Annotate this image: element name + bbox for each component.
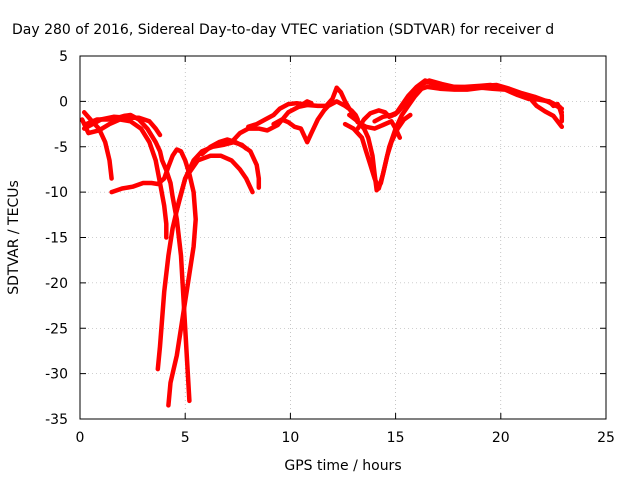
x-tick-label: 20 — [492, 430, 510, 446]
y-tick-label: -15 — [45, 231, 68, 247]
series-arc-3 — [84, 112, 192, 404]
x-tick-label: 5 — [181, 430, 190, 446]
y-tick-label: -25 — [45, 321, 68, 337]
y-tick-label: -35 — [45, 412, 68, 428]
y-tick-label: -30 — [45, 367, 68, 383]
x-tick-label: 25 — [597, 430, 615, 446]
y-tick-label: -5 — [54, 140, 68, 156]
y-tick-label: 0 — [59, 94, 68, 110]
series-arc-5 — [109, 147, 198, 408]
series-arc-6 — [155, 139, 249, 372]
x-tick-label: 0 — [76, 430, 85, 446]
series-arc-10 — [246, 99, 314, 130]
x-axis-title: GPS time / hours — [284, 458, 401, 474]
axis-ticks — [79, 55, 607, 420]
series-arc-14 — [347, 87, 424, 193]
y-axis-title: SDTVAR / TECUs — [6, 180, 22, 295]
x-tick-label: 10 — [281, 430, 299, 446]
series-arc-1 — [81, 110, 114, 181]
series-arc-19 — [546, 99, 565, 124]
series-arc-17 — [405, 79, 565, 130]
y-tick-label: 5 — [59, 49, 68, 65]
series-arc-7 — [174, 153, 255, 213]
x-tick-label: 15 — [387, 430, 405, 446]
series-arc-8 — [199, 137, 262, 190]
y-tick-label: -20 — [45, 276, 68, 292]
chart-title: Day 280 of 2016, Sidereal Day-to-day VTE… — [12, 22, 554, 38]
series-arc-4 — [79, 117, 169, 240]
y-tick-label: -10 — [45, 185, 68, 201]
data-series — [79, 78, 565, 408]
tick-labels: 0 5 10 15 20 25 -35 -30 -25 -20 -15 -10 -5 0 5 — [45, 49, 615, 446]
